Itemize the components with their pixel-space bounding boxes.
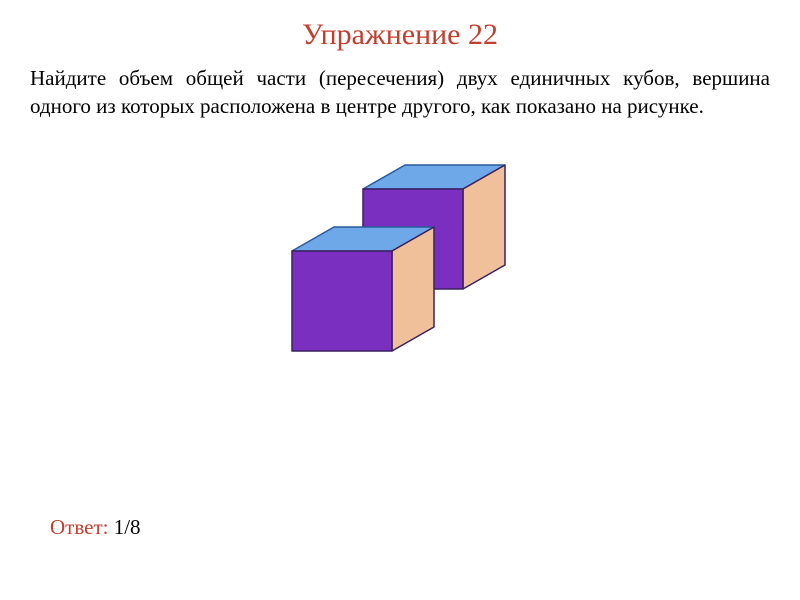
cubes-diagram [0, 151, 800, 381]
intersecting-cubes-svg [245, 151, 555, 381]
problem-statement: Найдите объем общей части (пересечения) … [0, 64, 800, 121]
answer-value: 1/8 [114, 515, 141, 539]
answer-label: Ответ: [50, 515, 108, 539]
exercise-title: Упражнение 22 [0, 0, 800, 64]
answer-row: Ответ: 1/8 [50, 515, 141, 540]
